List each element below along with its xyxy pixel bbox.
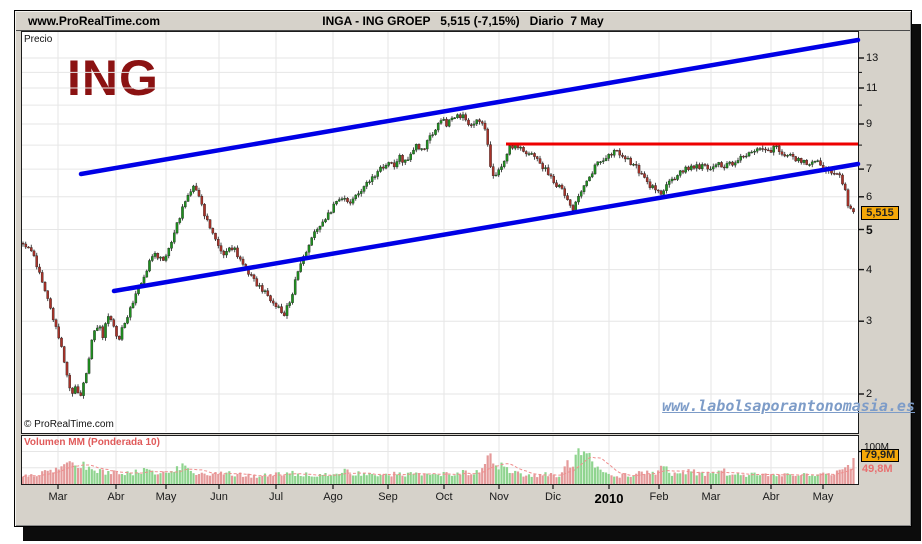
time-axis-label: Abr: [107, 491, 125, 503]
trend-lines: [78, 37, 861, 294]
price-axis-label: 7: [866, 163, 873, 175]
time-axis-label: Dic: [545, 491, 561, 503]
price-axis-label: 4: [866, 264, 873, 276]
volume-axis-top-label: 100M: [864, 442, 890, 453]
candlestick-chart-canvas[interactable]: [15, 11, 913, 528]
ing-logo: ING: [67, 50, 159, 106]
volume-bars: [22, 448, 855, 484]
price-axis-label: 2: [866, 388, 873, 400]
time-axis-label: Abr: [762, 491, 780, 503]
copyright-label: © ProRealTime.com: [24, 419, 114, 430]
time-axis-label: Nov: [489, 491, 509, 503]
gridlines: [22, 32, 857, 483]
time-axis-label: Jul: [268, 491, 284, 503]
time-axis-label: Oct: [435, 491, 453, 503]
time-axis-label: May: [155, 491, 177, 503]
time-axis-label: Mar: [701, 491, 721, 503]
proresltime-chart-window: www.ProRealTime.com INGA - ING GROEP 5,5…: [14, 10, 915, 528]
volume-pane-title: Volumen MM (Ponderada 10): [24, 437, 160, 448]
price-axis-label: 3: [866, 315, 873, 327]
time-axis-label: Sep: [378, 491, 398, 503]
time-axis-label: Ago: [323, 491, 343, 503]
price-axis-label: 9: [866, 118, 873, 130]
price-axis-label: 6: [866, 191, 873, 203]
price-chart-pane[interactable]: [21, 31, 859, 434]
titlebar-site-url: www.ProRealTime.com: [28, 14, 161, 28]
watermark-link[interactable]: www.labolsaporantonomasia.es: [662, 397, 915, 415]
last-volume-badge: 79,9M: [861, 449, 899, 462]
price-axis-label: 13: [866, 52, 879, 64]
price-pane-title: Precio: [24, 34, 53, 45]
time-axis-label: 2010: [594, 491, 624, 506]
time-axis-label: Mar: [48, 491, 68, 503]
price-axis-label: 5: [866, 223, 873, 237]
window-titlebar[interactable]: www.ProRealTime.com INGA - ING GROEP 5,5…: [16, 12, 910, 31]
time-axis-label: Jun: [210, 491, 228, 503]
axis-ticks: [57, 57, 864, 489]
titlebar-instrument-info: INGA - ING GROEP 5,515 (-7,15%) Diario 7…: [322, 14, 604, 28]
candles: [22, 111, 855, 399]
last-price-badge: 5,515: [861, 206, 899, 220]
time-axis-label: Feb: [649, 491, 669, 503]
time-axis-label: May: [812, 491, 834, 503]
volume-ma-value: 49,8M: [862, 463, 893, 475]
price-axis-label: 11: [866, 82, 878, 94]
